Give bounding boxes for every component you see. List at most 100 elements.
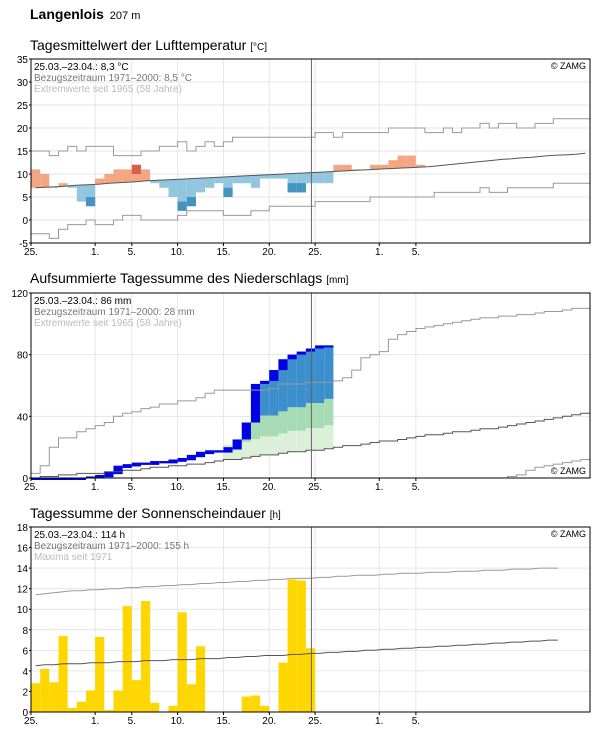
temperature-anomaly-bar bbox=[342, 164, 352, 171]
precipitation-observed-bar bbox=[205, 450, 215, 455]
sunshine-climate-mean-line bbox=[35, 639, 558, 667]
temperature-cold-record-bar bbox=[296, 183, 306, 193]
sunshine-bar bbox=[168, 705, 178, 712]
precip-ytick-label: 40 bbox=[17, 412, 29, 423]
precipitation-band-mid bbox=[305, 403, 316, 429]
temp-ytick-label: 5 bbox=[22, 193, 28, 204]
precipitation-band-light bbox=[260, 436, 270, 455]
precipitation-observed-bar bbox=[104, 471, 114, 478]
temperature-anomaly-bar bbox=[122, 169, 132, 183]
temperature-cold-record-bar bbox=[177, 201, 187, 211]
temperature-title: Tagesmittelwert der Lufttemperatur [°C] bbox=[30, 37, 267, 53]
sunshine-bar bbox=[260, 705, 270, 712]
precip-info-line: 25.03.–23.04.: 86 mm bbox=[34, 296, 131, 307]
temperature-anomaly-bar bbox=[168, 179, 178, 197]
sunshine-bar bbox=[305, 648, 316, 712]
sunshine-bar bbox=[195, 646, 206, 712]
precipitation-band-light bbox=[296, 430, 306, 452]
precipitation-observed-bar bbox=[214, 450, 224, 453]
sunshine-bar bbox=[95, 636, 105, 712]
temperature-anomaly-bar bbox=[388, 160, 398, 169]
precipitation-band-light bbox=[305, 428, 316, 451]
precipitation-unit: [mm] bbox=[326, 275, 349, 286]
precipitation-band-light bbox=[232, 444, 242, 460]
sunshine-bar bbox=[85, 690, 96, 712]
sun-frame bbox=[30, 526, 591, 713]
precipitation-observed-bar bbox=[31, 478, 41, 480]
precipitation-title: Aufsummierte Tagessumme des Niederschlag… bbox=[30, 270, 348, 286]
precipitation-observed-bar bbox=[324, 345, 334, 348]
temperature-anomaly-bar bbox=[95, 178, 105, 185]
sun-xtick-label: 5. bbox=[412, 716, 420, 727]
precip-chart: 0 40 80 120 25. 1. 5. 10. 15. 20. 25. 1. 5. 25.03.–23… bbox=[11, 289, 591, 493]
sunshine-bar bbox=[177, 612, 187, 712]
temp-ytick-label: 30 bbox=[17, 78, 29, 89]
precip-ytick-label: 80 bbox=[17, 351, 29, 362]
temp-xtick-label: 10. bbox=[171, 247, 185, 258]
precipitation-observed-bar bbox=[241, 422, 251, 440]
sunshine-title-text: Tagessumme der Sonnenscheindauer bbox=[30, 505, 266, 521]
precip-xtick-label: 10. bbox=[171, 482, 185, 493]
temperature-anomaly-bar bbox=[58, 183, 68, 187]
temperature-anomaly-bar bbox=[113, 169, 123, 183]
temperature-cold-record-bar bbox=[223, 187, 233, 197]
precipitation-observed-bar bbox=[95, 474, 105, 478]
precipitation-observed-bar bbox=[278, 359, 288, 371]
precipitation-band-mid bbox=[260, 415, 270, 437]
temperature-anomaly-bar bbox=[269, 174, 279, 179]
temp-xtick-label: 25. bbox=[24, 247, 38, 258]
precipitation-record-max-line bbox=[31, 307, 590, 474]
sun-ytick-label: 16 bbox=[17, 544, 29, 555]
temperature-record-max-line bbox=[31, 118, 590, 157]
precipitation-observed-bar bbox=[232, 439, 242, 450]
temp-xtick-label: 1. bbox=[91, 247, 99, 258]
precipitation-observed-bar bbox=[177, 457, 187, 462]
precipitation-band-upper bbox=[260, 380, 270, 416]
sun-info-line: Bezugszeitraum 1971–2000: 155 h bbox=[34, 541, 189, 552]
sun-xtick-label: 10. bbox=[171, 716, 185, 727]
temperature-anomaly-bar bbox=[140, 169, 151, 181]
sun-ytick-label: 2 bbox=[22, 687, 28, 698]
sunshine-bar bbox=[49, 682, 59, 712]
temperature-anomaly-bar bbox=[260, 174, 270, 179]
precip-xtick-label: 1. bbox=[375, 482, 383, 493]
temperature-anomaly-bar bbox=[333, 164, 343, 172]
sunshine-bar bbox=[140, 601, 151, 712]
sunshine-bar bbox=[287, 579, 297, 712]
precip-xtick-label: 1. bbox=[91, 482, 99, 493]
sunshine-bar bbox=[250, 695, 261, 712]
precipitation-title-text: Aufsummierte Tagessumme des Niederschlag… bbox=[30, 270, 323, 286]
sunshine-bar bbox=[241, 696, 251, 712]
precipitation-band-light bbox=[269, 436, 279, 455]
sun-ytick-label: 14 bbox=[17, 564, 29, 575]
precip-xtick-label: 5. bbox=[128, 482, 136, 493]
sun-xtick-label: 15. bbox=[216, 716, 230, 727]
temperature-anomaly-bar bbox=[31, 169, 41, 188]
sunshine-bar bbox=[76, 701, 86, 712]
precipitation-observed-bar bbox=[76, 478, 86, 480]
precipitation-observed-bar bbox=[168, 459, 178, 464]
sun-ytick-label: 18 bbox=[17, 523, 29, 534]
temperature-anomaly-bar bbox=[177, 179, 187, 211]
precipitation-observed-bar bbox=[40, 478, 50, 480]
precipitation-band-mid bbox=[278, 411, 288, 434]
temperature-anomaly-bar bbox=[296, 173, 306, 193]
precipitation-band-upper bbox=[287, 354, 297, 408]
precipitation-observed-bar bbox=[305, 348, 316, 352]
sun-ytick-label: 8 bbox=[22, 626, 28, 637]
precipitation-band-light bbox=[250, 439, 261, 457]
sunshine-bar bbox=[104, 709, 114, 712]
temperature-climate-mean-line bbox=[35, 152, 586, 189]
temperature-cold-record-bar bbox=[186, 197, 196, 207]
sun-info-line: 25.03.–23.04.: 114 h bbox=[34, 530, 125, 541]
temperature-anomaly-bar bbox=[104, 174, 114, 184]
precipitation-band-mid bbox=[324, 398, 334, 426]
temp-ytick-label: 20 bbox=[17, 124, 29, 135]
station-header: Langenlois 207 m bbox=[30, 6, 140, 22]
temp-xtick-label: 5. bbox=[412, 247, 420, 258]
precipitation-observed-bar bbox=[287, 354, 297, 360]
precipitation-observed-bar bbox=[49, 478, 59, 480]
precipitation-observed-bar bbox=[140, 462, 151, 465]
station-name: Langenlois bbox=[30, 6, 104, 22]
